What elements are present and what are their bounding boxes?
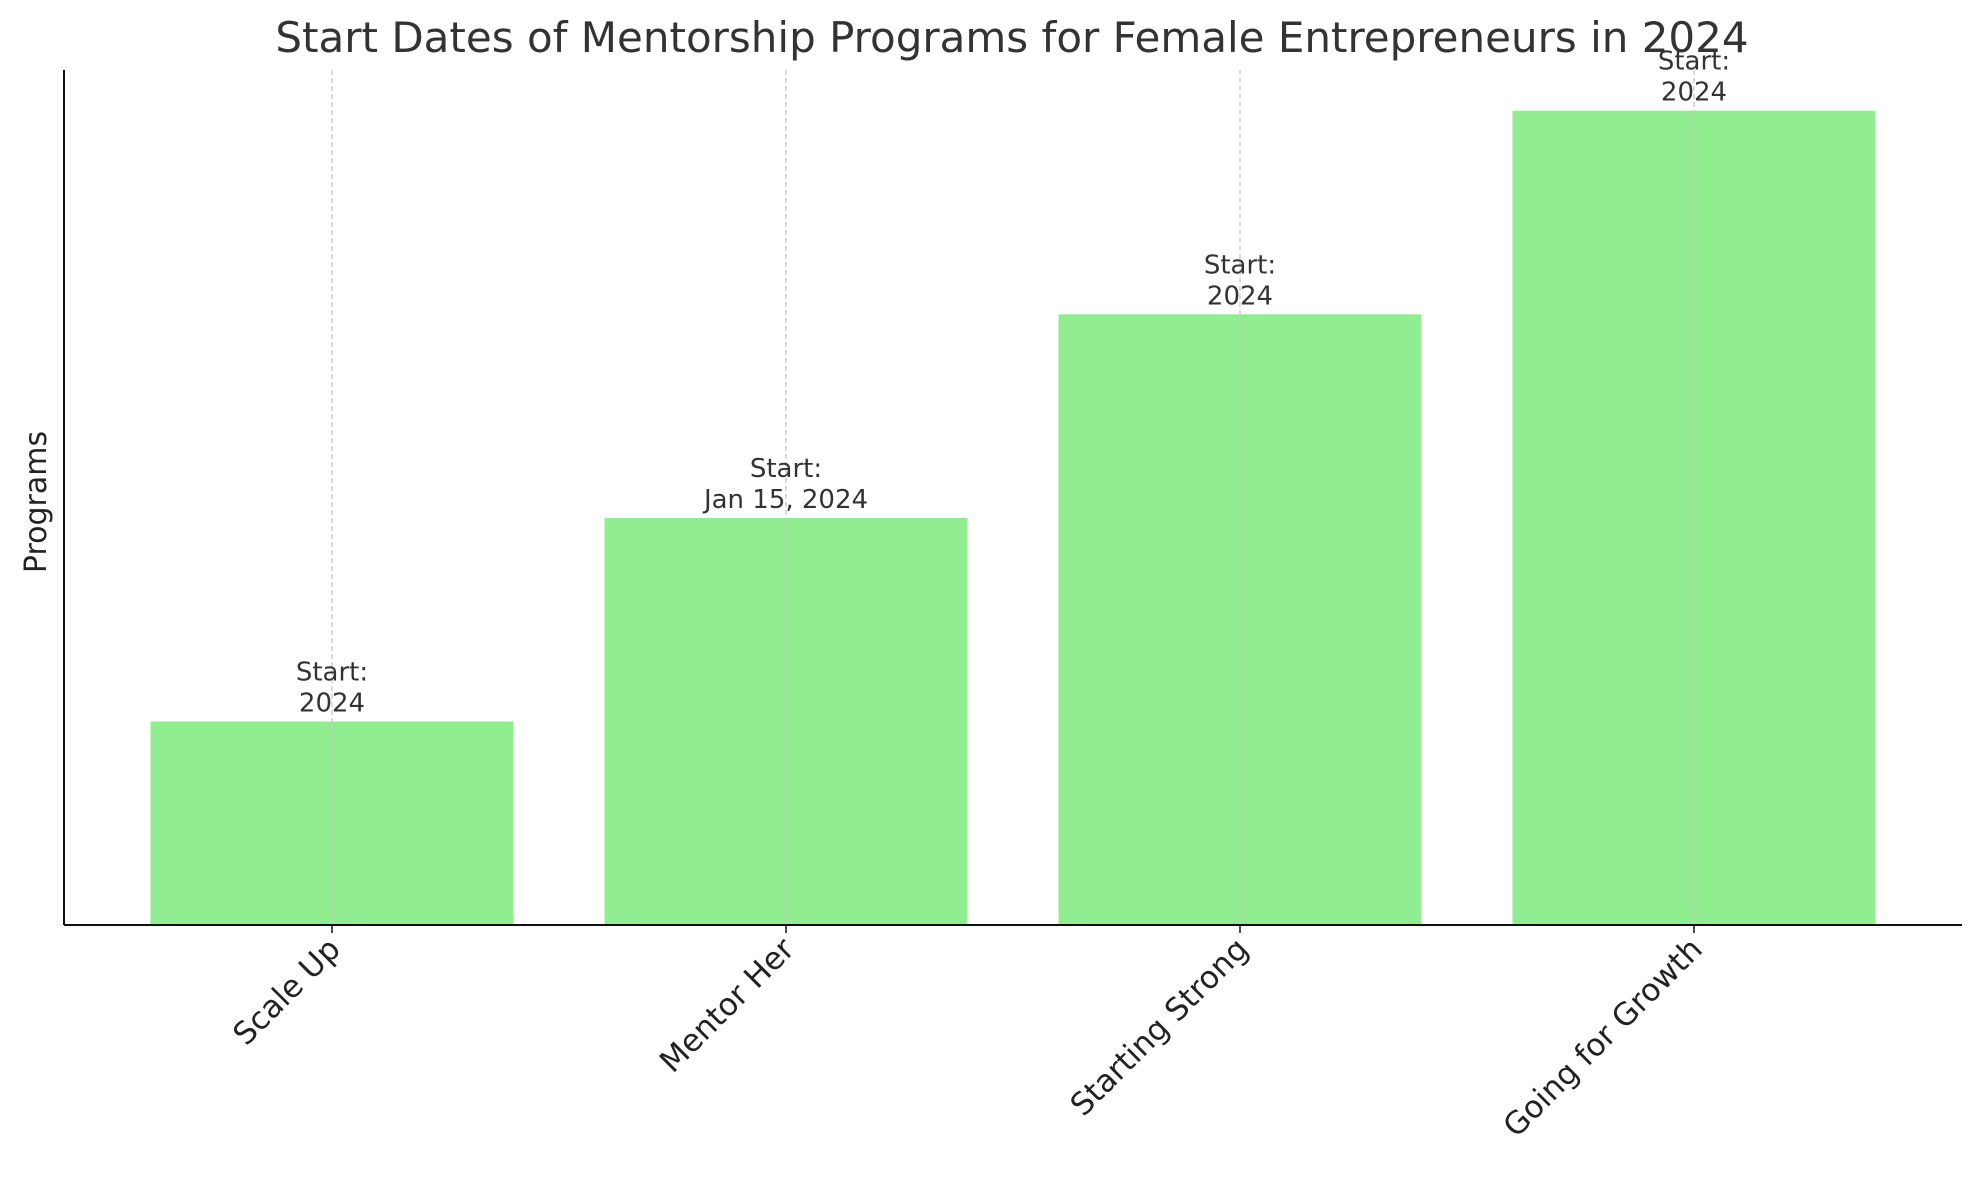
x-tick-label: Going for Growth: [1496, 931, 1709, 1144]
data-label: 2024: [1661, 78, 1727, 108]
x-tick-label: Mentor Her: [653, 931, 802, 1080]
data-label: Jan 15, 2024: [702, 485, 868, 515]
data-label: Start:: [296, 657, 368, 687]
data-label: Start:: [1204, 250, 1276, 280]
x-tick-label: Scale Up: [226, 931, 347, 1052]
chart-title: Start Dates of Mentorship Programs for F…: [275, 13, 1748, 62]
grid-lines-overlay: [331, 70, 1695, 925]
data-label: Start:: [750, 454, 822, 484]
data-label: Start:: [1658, 47, 1730, 77]
bars: [150, 110, 1876, 925]
data-label: 2024: [299, 688, 365, 718]
x-axis-ticks: Scale Up Mentor Her Starting Strong Going f…: [226, 925, 1710, 1144]
x-tick-label: Starting Strong: [1064, 931, 1256, 1123]
y-axis-label: Programs: [19, 431, 54, 573]
axes: [63, 70, 1962, 926]
data-label: 2024: [1207, 281, 1273, 311]
